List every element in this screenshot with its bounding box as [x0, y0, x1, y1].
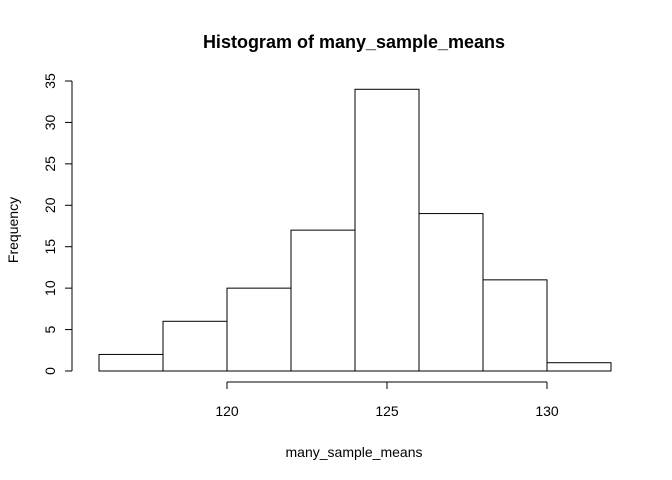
histogram-bar-4 [290, 229, 356, 372]
y-tick-label-35: 35 [42, 73, 58, 89]
y-tick-label-15: 15 [42, 239, 58, 255]
y-tick-label-0: 0 [42, 367, 58, 375]
histogram-bar-1 [98, 353, 164, 372]
x-tick-label-120: 120 [215, 403, 239, 419]
x-axis: 120 125 130 [215, 381, 559, 419]
y-tick-label-25: 25 [42, 156, 58, 172]
histogram-bar-6 [418, 213, 484, 372]
histogram-bar-5 [354, 88, 420, 372]
bars-group [98, 88, 612, 372]
histogram-bar-8 [546, 362, 612, 372]
y-tick-label-5: 5 [42, 325, 58, 333]
x-tick-label-130: 130 [535, 403, 559, 419]
x-axis-label: many_sample_means [286, 444, 423, 460]
y-tick-label-20: 20 [42, 197, 58, 213]
y-tick-label-30: 30 [42, 114, 58, 130]
histogram-bar-3 [226, 287, 292, 372]
x-tick-label-125: 125 [375, 403, 399, 419]
y-tick-label-10: 10 [42, 280, 58, 296]
histogram-bar-7 [482, 279, 548, 372]
y-axis: 0 5 10 15 20 25 30 35 [42, 73, 73, 375]
chart-title: Histogram of many_sample_means [203, 32, 505, 52]
y-axis-label: Frequency [5, 197, 21, 263]
histogram-bar-2 [162, 320, 228, 372]
